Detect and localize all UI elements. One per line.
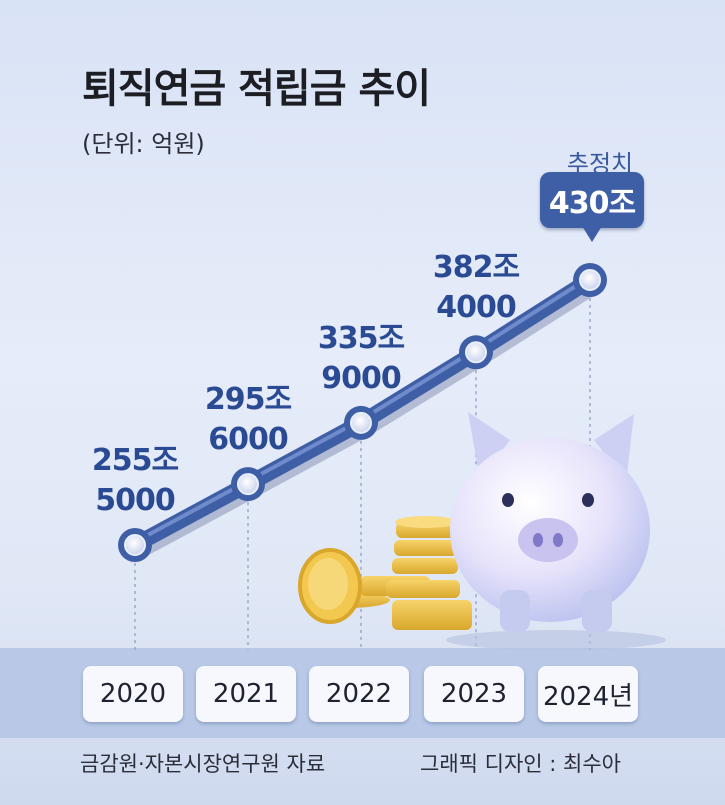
unit-label: (단위: 억원) xyxy=(82,130,205,158)
source-note: 금감원·자본시장연구원 자료 xyxy=(80,752,326,776)
gold-coins-icon xyxy=(298,516,472,630)
data-label-line: 335조 xyxy=(317,320,405,356)
data-point-2022 xyxy=(344,405,378,440)
data-point-2024년 xyxy=(573,263,607,297)
x-tick-2022: 2022 xyxy=(309,666,409,722)
data-point-2021 xyxy=(231,467,265,502)
x-tick-2020: 2020 xyxy=(83,666,183,722)
data-label-2022: 335조 9000 xyxy=(301,319,421,399)
data-point-2023 xyxy=(459,335,493,370)
data-label-2023: 382조 4000 xyxy=(416,248,536,328)
estimate-bubble: 430조 xyxy=(540,172,644,228)
data-label-line: 295조 xyxy=(204,382,292,418)
illustration xyxy=(298,412,666,650)
data-label-2020: 255조 5000 xyxy=(75,441,195,521)
chart-title: 퇴직연금 적립금 추이 xyxy=(82,66,431,112)
piggy-bank-icon xyxy=(446,412,666,650)
credit-note: 그래픽 디자인 : 최수아 xyxy=(420,752,621,776)
data-label-line: 9000 xyxy=(321,360,402,396)
x-tick-2024년: 2024년 xyxy=(538,666,638,722)
data-label-line: 5000 xyxy=(95,483,176,518)
x-tick-2023: 2023 xyxy=(424,666,524,722)
data-points xyxy=(118,263,607,562)
data-label-line: 382조 xyxy=(432,250,520,286)
data-label-line: 255조 xyxy=(91,443,179,478)
x-tick-2021: 2021 xyxy=(196,666,296,722)
data-point-2020 xyxy=(118,528,152,562)
estimate-bubble-tail xyxy=(582,226,602,242)
data-label-line: 4000 xyxy=(436,290,517,326)
data-label-2021: 295조 6000 xyxy=(188,380,308,460)
data-label-line: 6000 xyxy=(208,422,289,458)
